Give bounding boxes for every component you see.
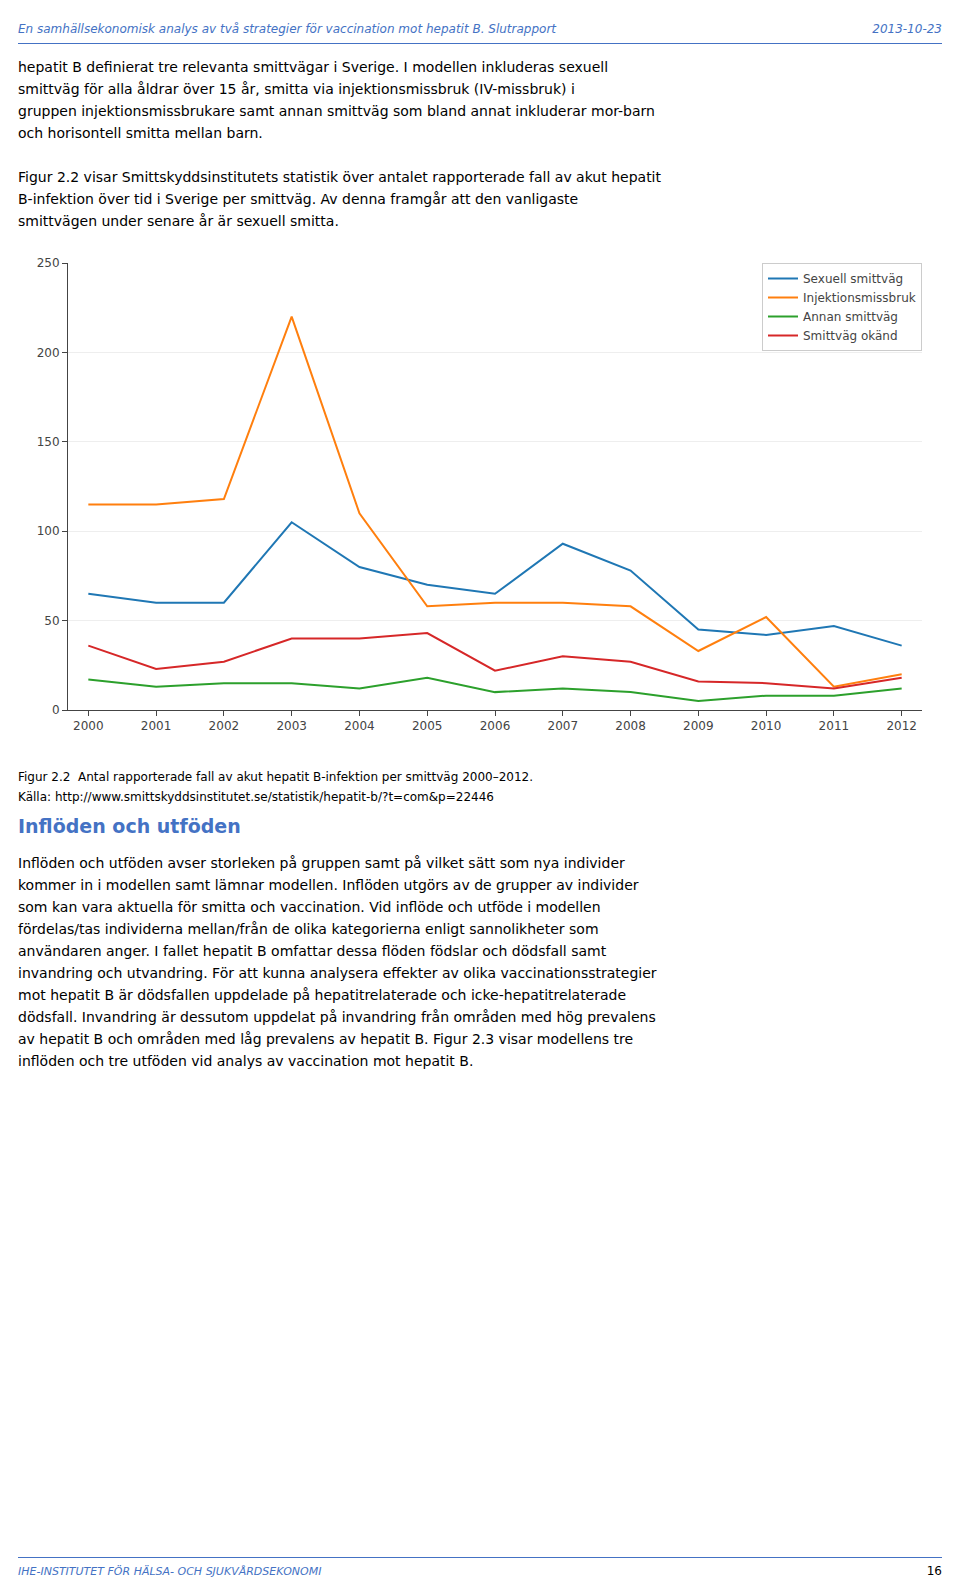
html-text:Inflöden och utföden: Inflöden och utföden xyxy=(18,815,241,837)
html-text:smittväg för alla åldrar över: smittväg för alla åldrar över 15 år, smi… xyxy=(18,81,575,97)
html-text:B-infektion över tid i Sverige: B-infektion över tid i Sverige per smitt… xyxy=(18,191,579,207)
html-text:som kan vara aktuella för smit: som kan vara aktuella för smitta och vac… xyxy=(18,899,601,915)
html-text:16: 16 xyxy=(926,1564,942,1578)
svg-text:150: 150 xyxy=(37,435,60,449)
svg-text:Injektionsmissbruk: Injektionsmissbruk xyxy=(803,291,916,305)
html-text:Inflöden och utföden avser sto: Inflöden och utföden avser storleken på … xyxy=(18,855,625,871)
svg-text:100: 100 xyxy=(37,524,60,538)
svg-text:2004: 2004 xyxy=(344,719,375,733)
html-text:smittvägen under senare år är: smittvägen under senare år är sexuell sm… xyxy=(18,213,339,229)
svg-text:2012: 2012 xyxy=(886,719,917,733)
svg-text:2003: 2003 xyxy=(276,719,307,733)
html-text:dödsfall. Invandring är dessut: dödsfall. Invandring är dessutom uppdela… xyxy=(18,1009,656,1025)
svg-text:Smittväg okänd: Smittväg okänd xyxy=(803,329,898,343)
html-text:IHE-INSTITUTET FÖR HÄLSA- OCH: IHE-INSTITUTET FÖR HÄLSA- OCH SJUKVÅRDSE… xyxy=(18,1565,322,1578)
svg-text:2007: 2007 xyxy=(548,719,579,733)
svg-text:Sexuell smittväg: Sexuell smittväg xyxy=(803,272,903,286)
html-text:Källa: http://www.smittskyddsi: Källa: http://www.smittskyddsinstitutet.… xyxy=(18,790,494,804)
html-text:2013-10-23: 2013-10-23 xyxy=(872,22,942,36)
svg-text:2001: 2001 xyxy=(141,719,172,733)
html-text:hepatit B definierat tre relev: hepatit B definierat tre relevanta smitt… xyxy=(18,59,608,75)
svg-text:2010: 2010 xyxy=(751,719,782,733)
svg-text:200: 200 xyxy=(37,346,60,360)
html-text:gruppen injektionsmissbrukare: gruppen injektionsmissbrukare samt annan… xyxy=(18,103,655,119)
svg-text:Annan smittväg: Annan smittväg xyxy=(803,310,898,324)
html-text:av hepatit B och områden med l: av hepatit B och områden med låg prevale… xyxy=(18,1031,634,1047)
html-text:Figur 2.2 Antal rapporterade f: Figur 2.2 Antal rapporterade fall av aku… xyxy=(18,770,533,784)
svg-text:2009: 2009 xyxy=(683,719,714,733)
svg-text:2011: 2011 xyxy=(819,719,850,733)
svg-text:0: 0 xyxy=(52,703,60,717)
svg-text:2002: 2002 xyxy=(209,719,240,733)
html-text:mot hepatit B är dödsfallen up: mot hepatit B är dödsfallen uppdelade på… xyxy=(18,987,627,1003)
html-text:fördelas/tas individerna mella: fördelas/tas individerna mellan/från de … xyxy=(18,921,599,937)
html-text:En samhällsekonomisk analys av: En samhällsekonomisk analys av två strat… xyxy=(18,22,557,36)
svg-text:250: 250 xyxy=(37,256,60,270)
html-text:användaren anger. I fallet hep: användaren anger. I fallet hepatit B omf… xyxy=(18,943,607,959)
html-text:Figur 2.2 visar Smittskyddsins: Figur 2.2 visar Smittskyddsinstitutets s… xyxy=(18,169,661,185)
html-text:kommer in i modellen samt lämn: kommer in i modellen samt lämnar modelle… xyxy=(18,877,639,893)
svg-text:2005: 2005 xyxy=(412,719,443,733)
svg-text:50: 50 xyxy=(44,614,59,628)
html-text:invandring och utvandring. För: invandring och utvandring. För att kunna… xyxy=(18,965,657,981)
html-text:och horisontell smitta mellan: och horisontell smitta mellan barn. xyxy=(18,125,263,141)
html-text:inflöden och tre utföden vid a: inflöden och tre utföden vid analys av v… xyxy=(18,1053,474,1069)
svg-text:2008: 2008 xyxy=(615,719,646,733)
svg-text:2006: 2006 xyxy=(480,719,511,733)
svg-text:2000: 2000 xyxy=(73,719,104,733)
